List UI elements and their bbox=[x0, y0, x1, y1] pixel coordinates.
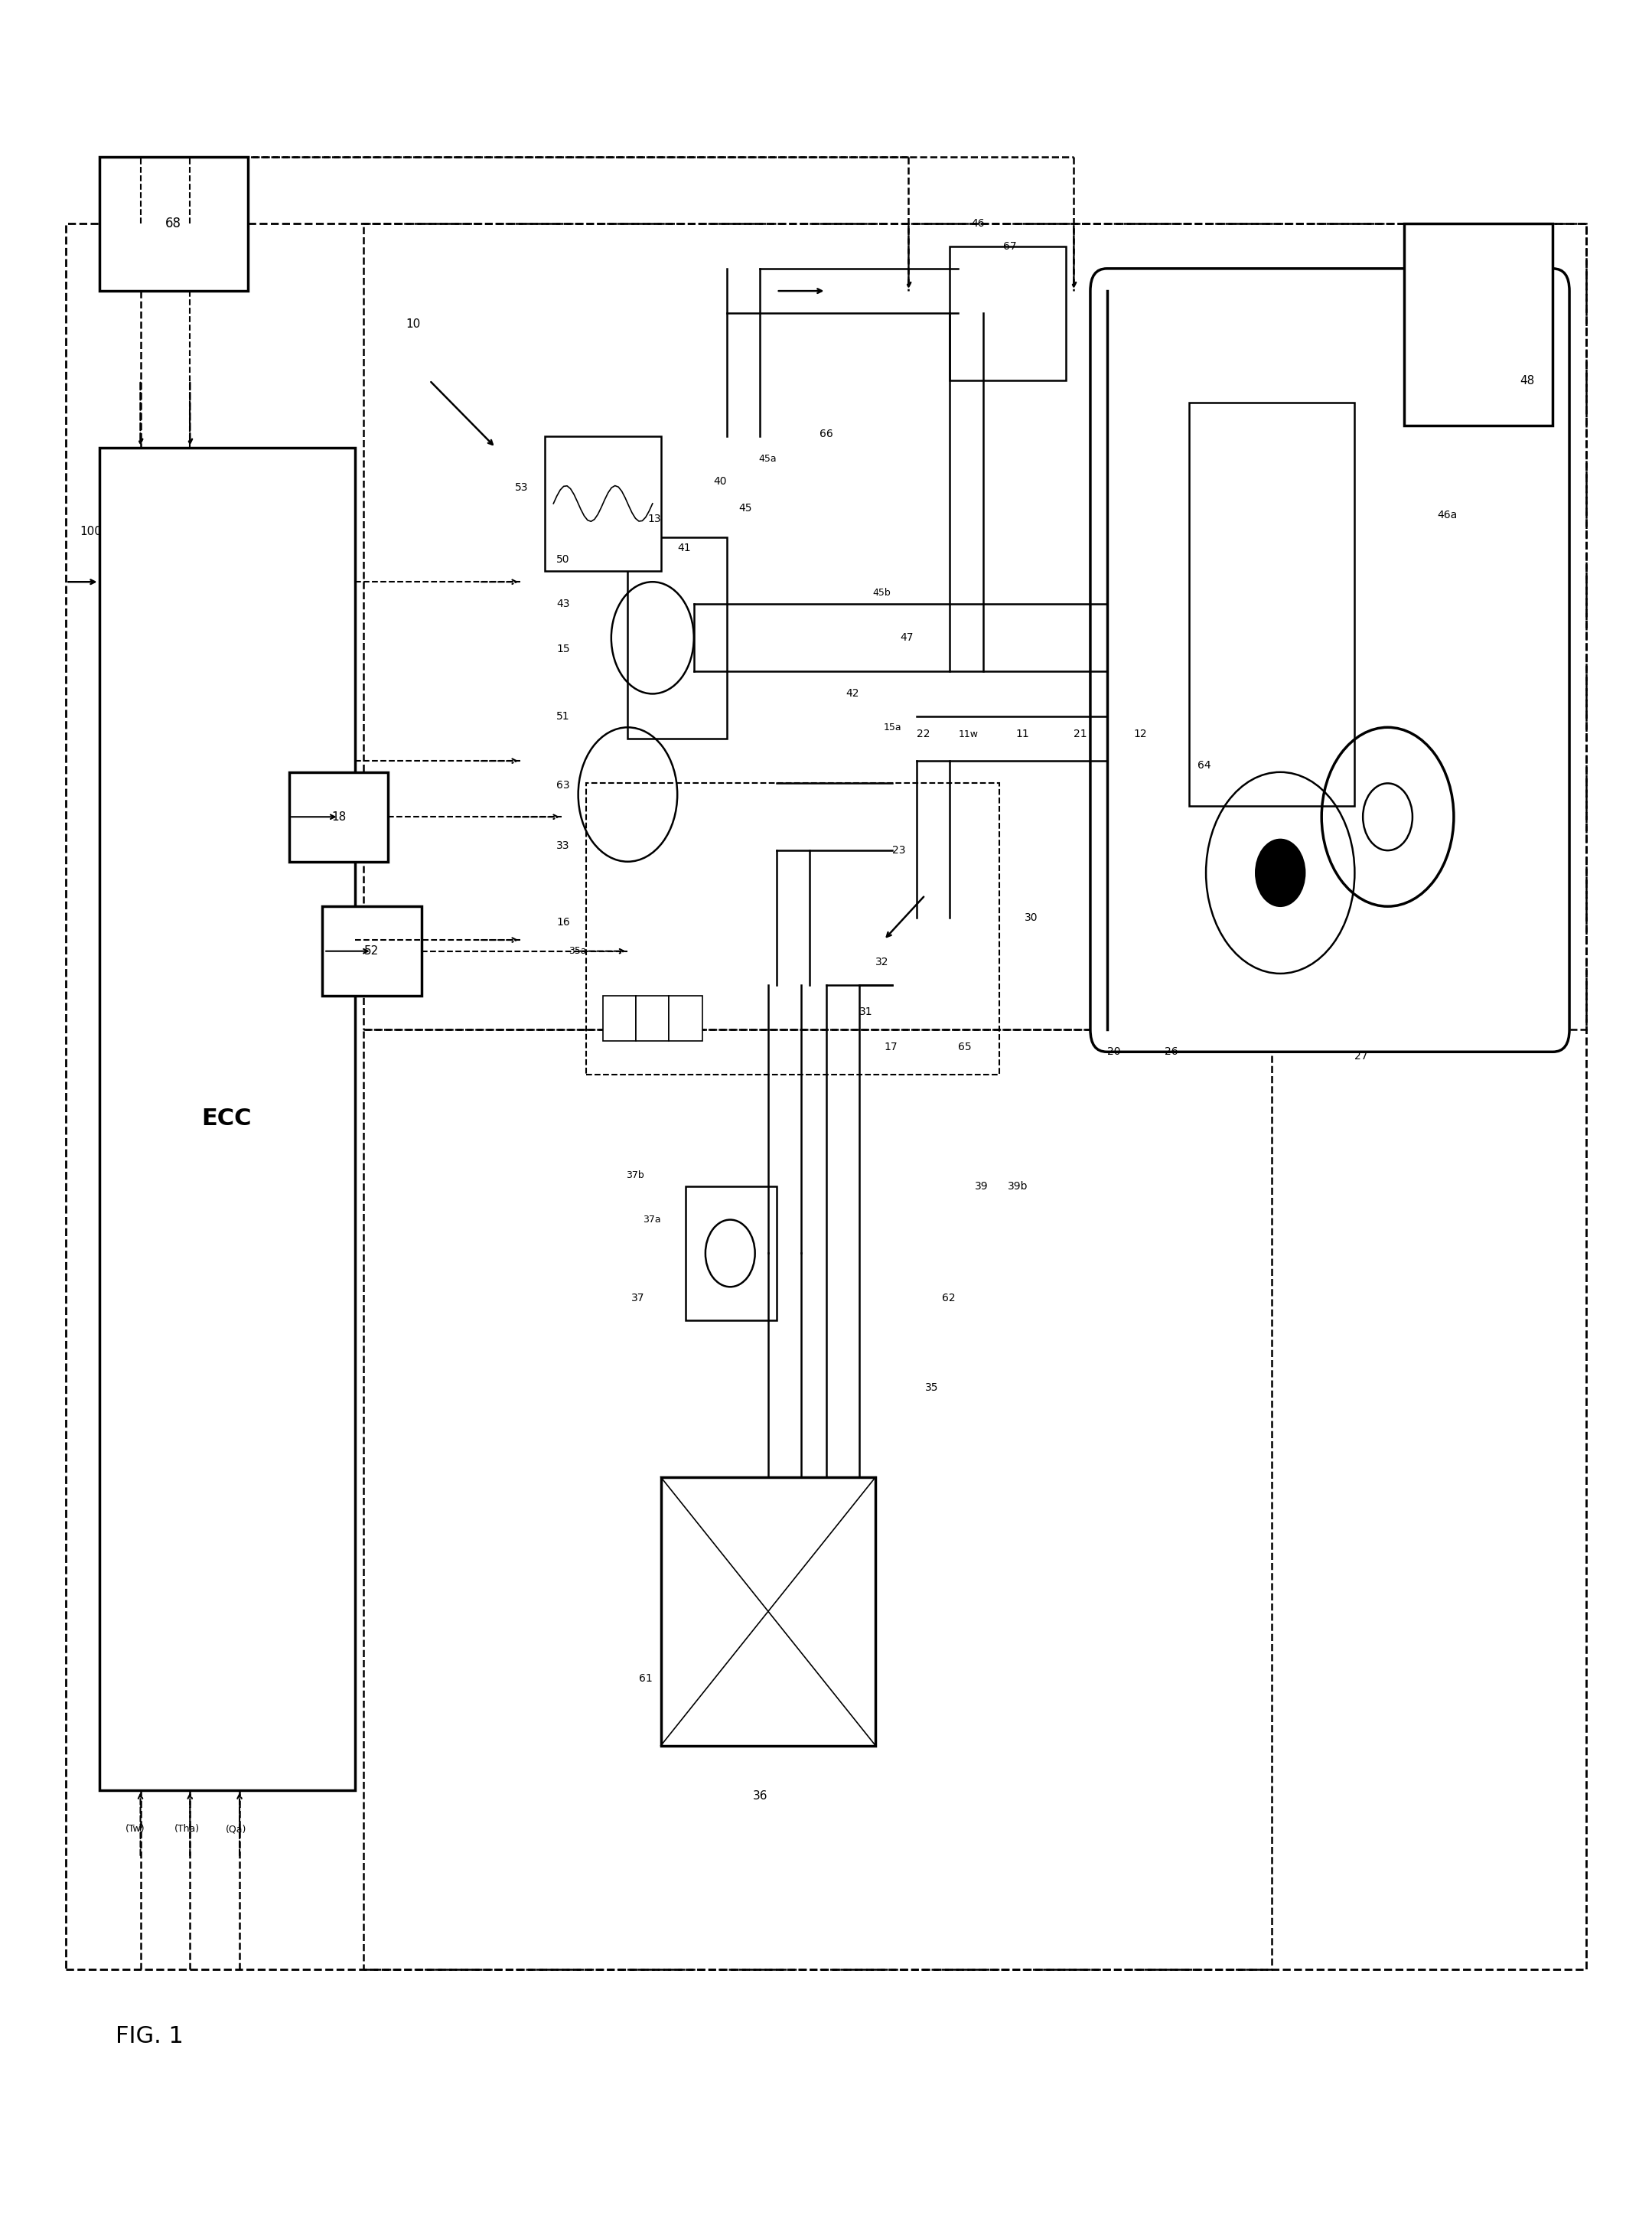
Text: 12: 12 bbox=[1133, 730, 1146, 739]
Bar bbox=[628, 537, 727, 739]
Text: 31: 31 bbox=[859, 1007, 872, 1016]
Bar bbox=[686, 1186, 776, 1320]
Text: 30: 30 bbox=[1024, 913, 1037, 922]
Bar bbox=[99, 157, 248, 291]
Text: 39b: 39b bbox=[1008, 1182, 1028, 1191]
Text: 47: 47 bbox=[900, 633, 914, 642]
Text: 37: 37 bbox=[631, 1294, 644, 1303]
Text: 51: 51 bbox=[557, 712, 570, 721]
Bar bbox=[1189, 403, 1355, 806]
Bar bbox=[545, 436, 661, 571]
Text: 11: 11 bbox=[1016, 730, 1029, 739]
Text: ECC: ECC bbox=[202, 1108, 251, 1130]
Bar bbox=[669, 996, 702, 1041]
Text: 33: 33 bbox=[557, 841, 570, 850]
Text: 36: 36 bbox=[752, 1790, 768, 1802]
Text: 61: 61 bbox=[639, 1674, 653, 1683]
Bar bbox=[363, 224, 1586, 1029]
Bar bbox=[603, 996, 636, 1041]
Text: 32: 32 bbox=[876, 958, 889, 967]
Bar bbox=[363, 1029, 1272, 1969]
Text: 11w: 11w bbox=[958, 730, 978, 739]
Text: 64: 64 bbox=[1198, 761, 1211, 770]
Text: (Tha): (Tha) bbox=[173, 1824, 200, 1833]
Text: 45: 45 bbox=[738, 504, 752, 513]
Text: 53: 53 bbox=[515, 483, 529, 492]
Text: 45b: 45b bbox=[872, 589, 890, 598]
Text: 50: 50 bbox=[557, 555, 570, 564]
Text: 13: 13 bbox=[648, 515, 661, 524]
Text: 39: 39 bbox=[975, 1182, 988, 1191]
Bar bbox=[586, 783, 999, 1074]
Text: 67: 67 bbox=[1003, 242, 1016, 251]
Text: 46: 46 bbox=[971, 219, 985, 228]
Bar bbox=[66, 224, 1586, 1969]
Text: 52: 52 bbox=[365, 944, 378, 958]
Text: 20: 20 bbox=[1107, 1047, 1120, 1056]
Text: 37a: 37a bbox=[643, 1215, 661, 1224]
Bar bbox=[1404, 224, 1553, 425]
Bar bbox=[322, 906, 421, 996]
Text: 16: 16 bbox=[557, 918, 570, 927]
Text: 63: 63 bbox=[557, 781, 570, 790]
Text: 35a: 35a bbox=[568, 947, 586, 956]
Text: 35: 35 bbox=[925, 1383, 938, 1392]
Bar bbox=[661, 1477, 876, 1746]
Text: 100: 100 bbox=[79, 526, 102, 537]
Text: 26: 26 bbox=[1165, 1047, 1178, 1056]
Bar bbox=[636, 996, 669, 1041]
Text: 37b: 37b bbox=[626, 1170, 644, 1179]
Text: 10: 10 bbox=[406, 318, 420, 331]
Text: 22: 22 bbox=[917, 730, 930, 739]
Text: 46a: 46a bbox=[1437, 510, 1457, 519]
Text: 27: 27 bbox=[1355, 1052, 1368, 1061]
Text: 15a: 15a bbox=[884, 723, 902, 732]
Text: 62: 62 bbox=[942, 1294, 955, 1303]
Text: 17: 17 bbox=[884, 1043, 897, 1052]
Circle shape bbox=[1256, 839, 1305, 906]
Text: 21: 21 bbox=[1074, 730, 1087, 739]
Bar bbox=[950, 246, 1066, 380]
Bar bbox=[99, 448, 355, 1790]
Text: 48: 48 bbox=[1520, 374, 1535, 387]
Text: 15: 15 bbox=[557, 645, 570, 653]
Text: FIG. 1: FIG. 1 bbox=[116, 2025, 183, 2048]
Text: 18: 18 bbox=[332, 810, 345, 824]
Text: 65: 65 bbox=[958, 1043, 971, 1052]
Text: 41: 41 bbox=[677, 544, 691, 553]
Text: 43: 43 bbox=[557, 600, 570, 609]
Text: 45a: 45a bbox=[758, 454, 776, 463]
Text: 42: 42 bbox=[846, 689, 859, 698]
Bar bbox=[289, 772, 388, 862]
Text: (Tw): (Tw) bbox=[126, 1824, 145, 1833]
Text: 23: 23 bbox=[892, 846, 905, 855]
Text: 68: 68 bbox=[165, 217, 182, 231]
Text: 66: 66 bbox=[819, 430, 833, 439]
Text: 40: 40 bbox=[714, 477, 727, 486]
FancyBboxPatch shape bbox=[1090, 269, 1569, 1052]
Text: (Qa): (Qa) bbox=[226, 1824, 246, 1833]
